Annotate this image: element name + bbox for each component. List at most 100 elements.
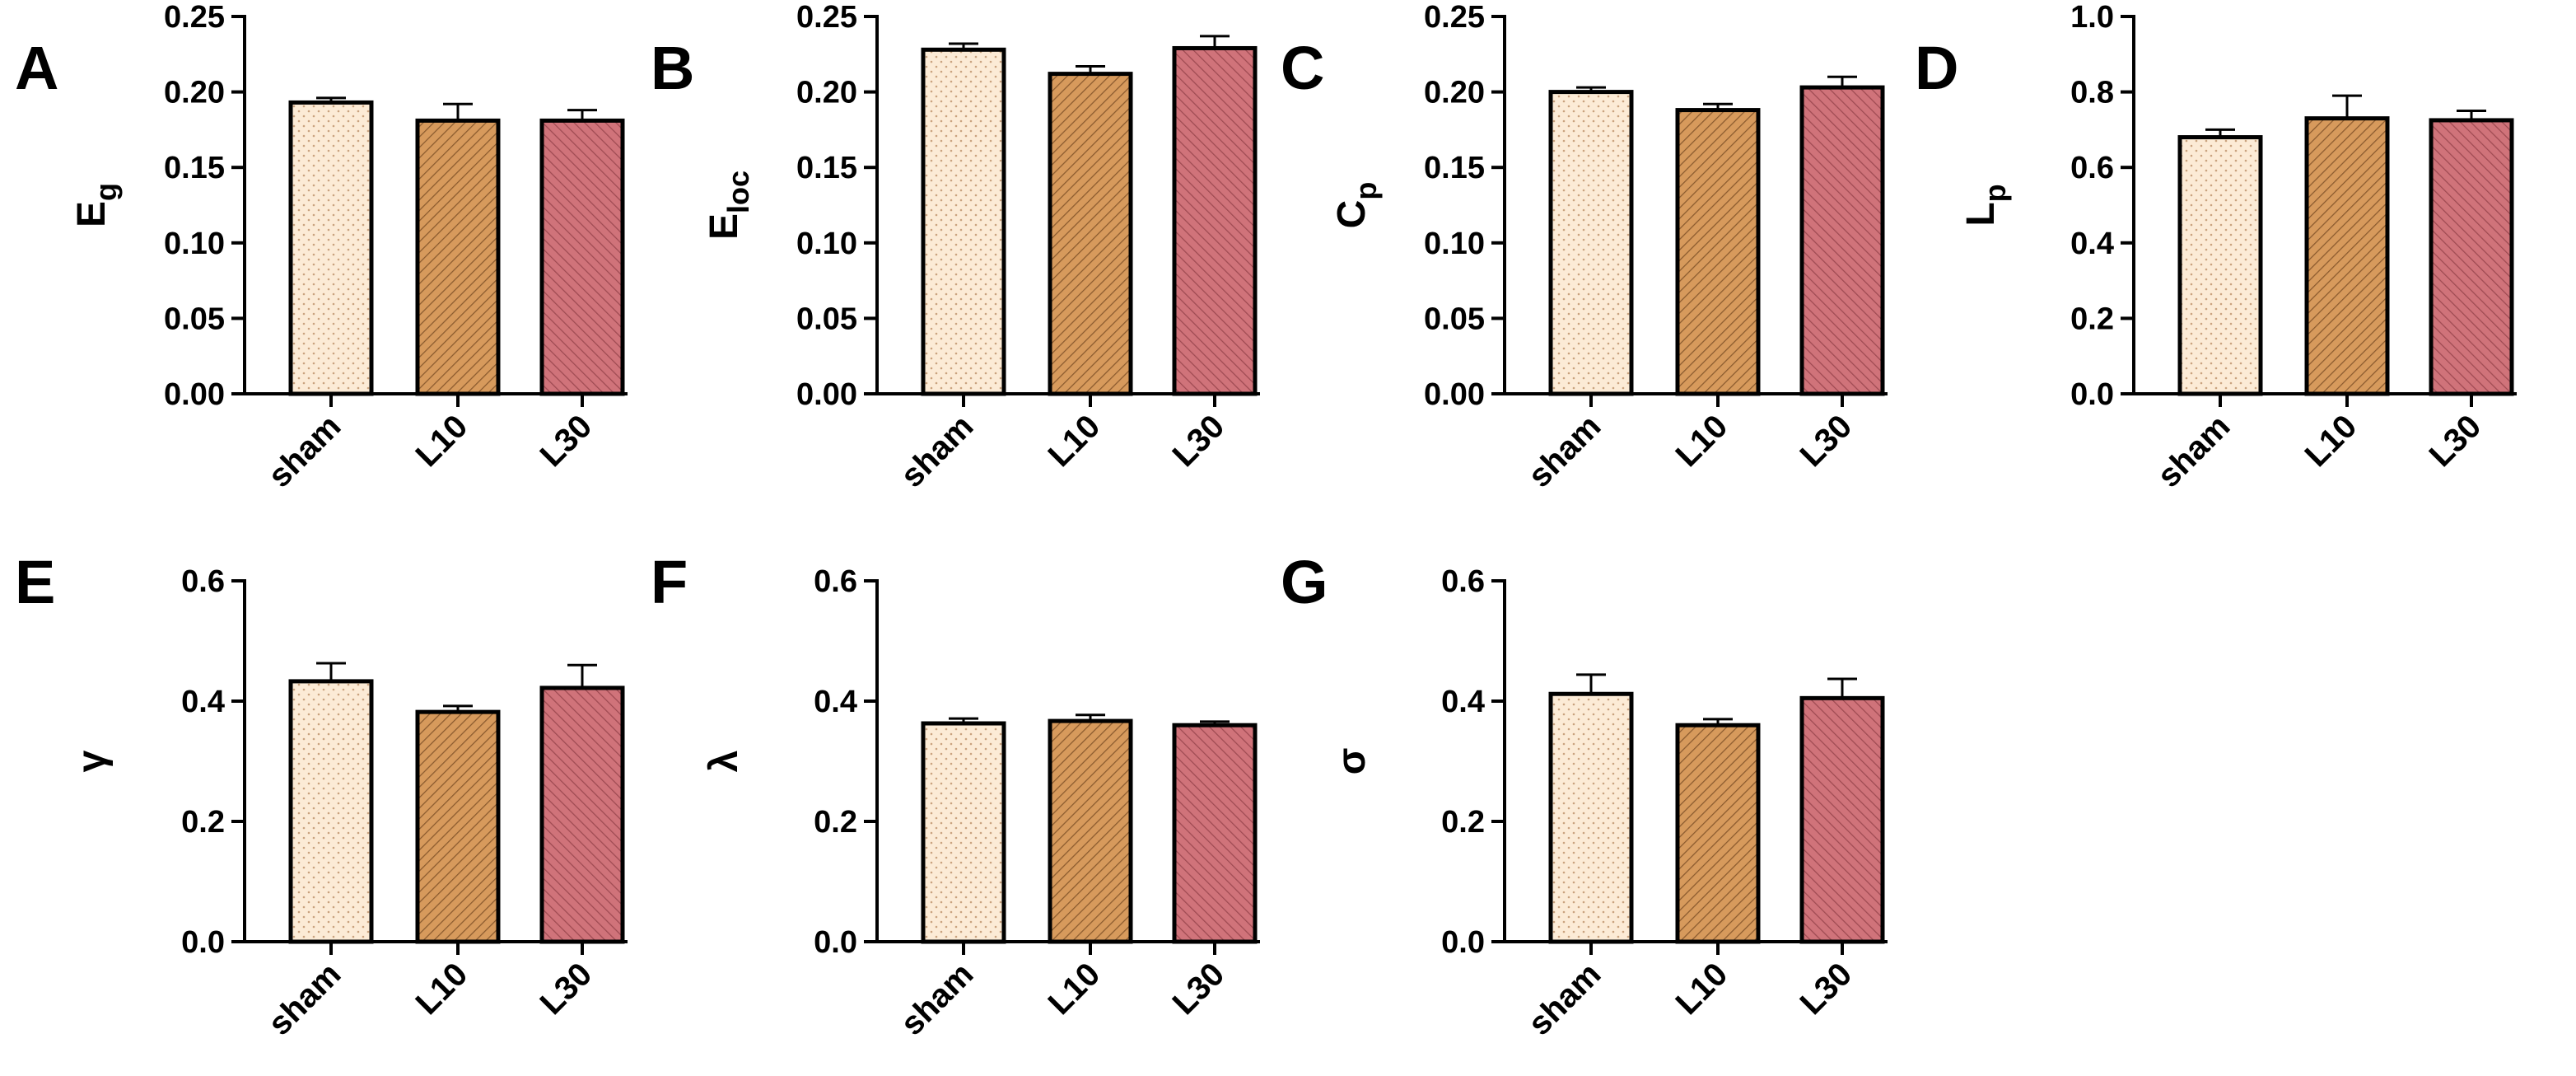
bar-L30 [539, 685, 625, 944]
y-axis-title: Lp [1959, 184, 2012, 226]
category-label-L10: L10 [1042, 408, 1108, 474]
category-label-L10: L10 [1042, 956, 1108, 1022]
panel-B: B 0.00 0.05 0.10 0.15 0.20 0.25 Eloc sham L10 L30 [651, 0, 1260, 494]
y-axis-title: Eloc [702, 171, 755, 240]
category-label-L30: L30 [1166, 956, 1232, 1022]
bar-L30 [1799, 695, 1885, 944]
y-axis-title: λ [702, 751, 746, 773]
category-label-sham: sham [1521, 956, 1608, 1042]
y-tick-label: 0.0 [181, 925, 225, 960]
bar-L30 [1172, 723, 1258, 944]
y-tick-label: 0.20 [164, 76, 225, 110]
y-tick-label: 0.05 [1424, 302, 1485, 336]
bar-sham [1548, 691, 1634, 944]
y-tick-label: 0.10 [1424, 227, 1485, 261]
y-tick-label: 0.25 [1424, 0, 1485, 35]
y-tick-label: 0.2 [181, 805, 225, 840]
category-label-L10: L10 [409, 956, 475, 1022]
y-axis-title: Eg [70, 183, 123, 227]
bar-L10 [1048, 72, 1133, 396]
y-tick-label: 0.2 [1441, 805, 1485, 840]
bar-sham [921, 721, 1006, 944]
bar-L10 [415, 709, 501, 944]
bar-L10 [1675, 723, 1761, 944]
y-axis-title: γ [70, 750, 114, 772]
y-tick-label: 0.6 [2070, 151, 2114, 185]
y-tick-label: 0.10 [164, 227, 225, 261]
bar-L10 [415, 118, 501, 396]
category-label-L10: L10 [1669, 956, 1735, 1022]
y-tick-label: 0.6 [814, 564, 857, 599]
y-tick-label: 0.15 [796, 151, 857, 185]
y-tick-label: 0.15 [164, 151, 225, 185]
y-tick-label: 0.2 [2070, 302, 2114, 336]
category-label-sham: sham [261, 408, 348, 494]
category-label-L30: L30 [1794, 956, 1860, 1022]
y-tick-label: 0.4 [814, 685, 857, 719]
y-tick-label: 0.0 [1441, 925, 1485, 960]
y-tick-label: 0.4 [181, 685, 225, 719]
bar-sham [288, 100, 374, 396]
panel-label-D: D [1915, 34, 1958, 102]
panel-label-B: B [651, 34, 694, 102]
bar-L30 [2429, 118, 2514, 396]
y-tick-label: 0.05 [796, 302, 857, 336]
bar-sham [1548, 90, 1634, 396]
panel-A: A 0.00 0.05 0.10 0.15 0.20 0.25 Eg sham L10 L30 [15, 0, 628, 494]
y-tick-label: 0.00 [1424, 377, 1485, 412]
bar-sham [288, 679, 374, 944]
category-label-L30: L30 [534, 956, 600, 1022]
bar-L10 [1048, 718, 1133, 944]
y-tick-label: 0.0 [2070, 377, 2114, 412]
category-label-sham: sham [894, 408, 980, 494]
y-tick-label: 0.8 [2070, 76, 2114, 110]
y-tick-label: 0.6 [1441, 564, 1485, 599]
y-tick-label: 0.25 [164, 0, 225, 35]
y-tick-label: 0.20 [796, 76, 857, 110]
category-label-L30: L30 [1794, 408, 1860, 474]
panel-G: G 0.0 0.2 0.4 0.6 σ sham L10 L30 [1281, 548, 1888, 1042]
y-tick-label: 0.10 [796, 227, 857, 261]
category-label-sham: sham [2150, 408, 2237, 494]
y-tick-label: 1.0 [2070, 0, 2114, 35]
y-tick-label: 0.25 [796, 0, 857, 35]
y-tick-label: 0.0 [814, 925, 857, 960]
panel-C: C 0.00 0.05 0.10 0.15 0.20 0.25 Cp sham L10 L30 [1281, 0, 1888, 494]
y-tick-label: 0.20 [1424, 76, 1485, 110]
y-axis-title: Cp [1330, 182, 1383, 229]
panel-label-A: A [15, 34, 58, 102]
y-tick-label: 0.00 [796, 377, 857, 412]
bar-L10 [2304, 116, 2390, 396]
panel-label-C: C [1281, 34, 1324, 102]
y-tick-label: 0.05 [164, 302, 225, 336]
bar-sham [921, 47, 1006, 396]
y-axis-title: σ [1330, 748, 1374, 775]
panel-label-G: G [1281, 548, 1328, 616]
y-tick-label: 0.4 [2070, 227, 2114, 261]
category-label-L30: L30 [2423, 408, 2489, 474]
bar-L30 [1172, 45, 1258, 396]
y-tick-label: 0.6 [181, 564, 225, 599]
category-label-L30: L30 [534, 408, 600, 474]
category-label-L10: L10 [409, 408, 475, 474]
category-label-L10: L10 [2298, 408, 2364, 474]
panel-label-F: F [651, 548, 688, 616]
category-label-sham: sham [894, 956, 980, 1042]
bar-L30 [1799, 85, 1885, 396]
panel-label-E: E [15, 548, 55, 616]
panel-D: D 0.0 0.2 0.4 0.6 0.8 1.0 Lp sham L10 L30 [1915, 0, 2517, 494]
category-label-L30: L30 [1166, 408, 1232, 474]
bar-L30 [539, 118, 625, 396]
y-tick-label: 0.00 [164, 377, 225, 412]
bar-sham [2177, 135, 2263, 396]
y-tick-label: 0.4 [1441, 685, 1485, 719]
y-tick-label: 0.2 [814, 805, 857, 840]
panel-E: E 0.0 0.2 0.4 0.6 γ sham L10 L30 [15, 548, 628, 1042]
category-label-sham: sham [1521, 408, 1608, 494]
y-tick-label: 0.15 [1424, 151, 1485, 185]
category-label-sham: sham [261, 956, 348, 1042]
bar-L10 [1675, 108, 1761, 396]
category-label-L10: L10 [1669, 408, 1735, 474]
panel-F: F 0.0 0.2 0.4 0.6 λ sham L10 L30 [651, 548, 1260, 1042]
